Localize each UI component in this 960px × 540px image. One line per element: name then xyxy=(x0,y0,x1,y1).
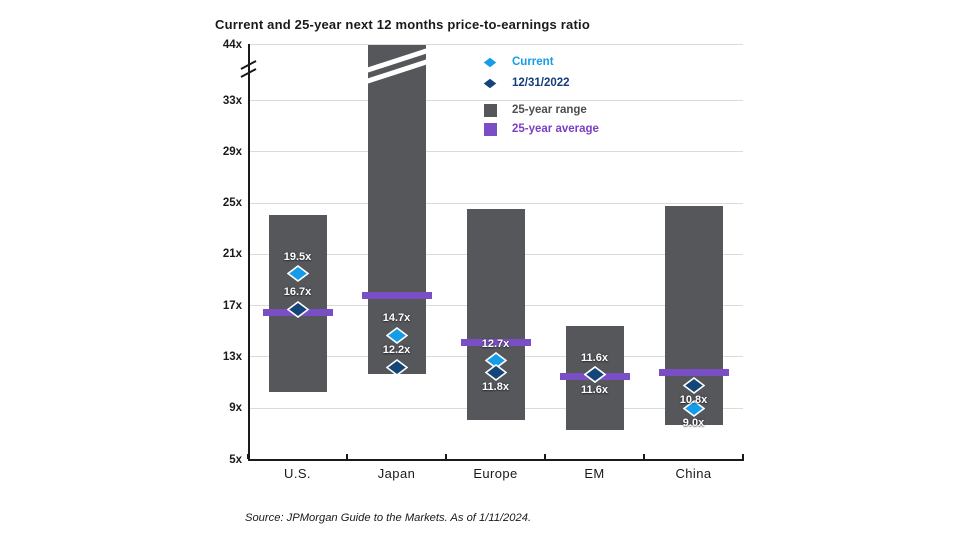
current-marker-japan xyxy=(385,326,408,344)
diamond-icon xyxy=(286,265,309,283)
x-label-china: China xyxy=(675,466,712,481)
dec2022-label-china: 10.8x xyxy=(679,394,708,407)
x-axis-tick xyxy=(742,454,744,459)
diamond-icon xyxy=(481,76,499,90)
y-tick-33x: 33x xyxy=(222,94,242,107)
range-bar-japan xyxy=(367,44,426,374)
legend-label-average: 25-year average xyxy=(512,123,599,135)
x-axis-line xyxy=(248,458,744,461)
gridline-33x xyxy=(248,100,743,101)
current-label-em: 11.6x xyxy=(581,351,608,364)
diamond-icon xyxy=(481,56,499,69)
y-tick-5x: 5x xyxy=(229,453,242,466)
current-label-china: 9.0x xyxy=(682,417,705,430)
plot-area: 19.5x 14.7x 12.7x 11.6x 9.0x 16.7x 12.2x 11.8x 1… xyxy=(247,44,744,464)
avg-band-europe xyxy=(460,339,531,347)
x-axis-tick xyxy=(247,454,249,459)
x-axis-tick xyxy=(643,454,645,459)
y-tick-21x: 21x xyxy=(222,248,242,261)
dec2022-marker-japan xyxy=(385,358,408,376)
x-label-us: U.S. xyxy=(284,466,311,481)
legend-average-swatch-icon xyxy=(484,123,497,136)
y-tick-9x: 9x xyxy=(229,402,242,415)
chart-title: Current and 25-year next 12 months price… xyxy=(215,17,590,32)
diamond-icon xyxy=(583,366,606,384)
gridline-25x xyxy=(248,202,743,204)
x-label-em: EM xyxy=(584,466,605,481)
x-label-europe: Europe xyxy=(473,466,518,481)
x-axis-tick xyxy=(445,454,447,459)
x-label-japan: Japan xyxy=(377,466,416,481)
legend-label-dec2022: 12/31/2022 xyxy=(512,76,570,89)
y-tick-29x: 29x xyxy=(222,145,242,158)
current-marker-china xyxy=(682,399,705,417)
range-bar-europe xyxy=(466,209,525,420)
y-tick-17x: 17x xyxy=(222,299,242,312)
x-axis-tick xyxy=(544,454,546,459)
x-axis-tick xyxy=(346,454,348,459)
diamond-icon xyxy=(682,399,705,417)
avg-band-china xyxy=(658,368,729,376)
y-tick-13x: 13x xyxy=(222,350,242,363)
gridline-29x xyxy=(248,151,743,153)
dec2022-marker-china xyxy=(682,376,705,394)
diamond-icon xyxy=(385,358,408,376)
source-note: Source: JPMorgan Guide to the Markets. A… xyxy=(245,512,532,524)
y-tick-25x: 25x xyxy=(222,197,242,210)
current-label-japan: 14.7x xyxy=(382,312,411,325)
avg-band-japan xyxy=(361,291,432,299)
legend-label-current: Current xyxy=(512,56,554,68)
gridline-44x xyxy=(248,44,743,46)
current-marker-us xyxy=(286,265,309,283)
y-axis-line xyxy=(248,44,250,461)
dec2022-marker-us xyxy=(286,300,309,318)
current-label-us: 19.5x xyxy=(283,250,312,263)
legend-label-range: 25-year range xyxy=(512,104,587,116)
dec2022-label-us: 16.7x xyxy=(283,286,312,299)
y-tick-44x: 44x xyxy=(222,38,242,51)
dec2022-label-japan: 12.2x xyxy=(382,344,411,357)
diamond-icon xyxy=(286,300,309,318)
legend-current-diamond-icon xyxy=(481,56,499,74)
diamond-icon xyxy=(682,376,705,394)
dec2022-label-europe: 11.8x xyxy=(482,381,509,394)
dec2022-label-em: 11.6x xyxy=(581,383,608,396)
legend-range-swatch-icon xyxy=(484,104,497,117)
dec2022-marker-europe xyxy=(484,363,507,381)
dec2022-marker-em xyxy=(583,366,606,384)
legend-dec2022-diamond-icon xyxy=(481,76,499,95)
diamond-icon xyxy=(385,326,408,344)
current-label-europe: 12.7x xyxy=(481,337,510,350)
diamond-icon xyxy=(484,363,507,381)
